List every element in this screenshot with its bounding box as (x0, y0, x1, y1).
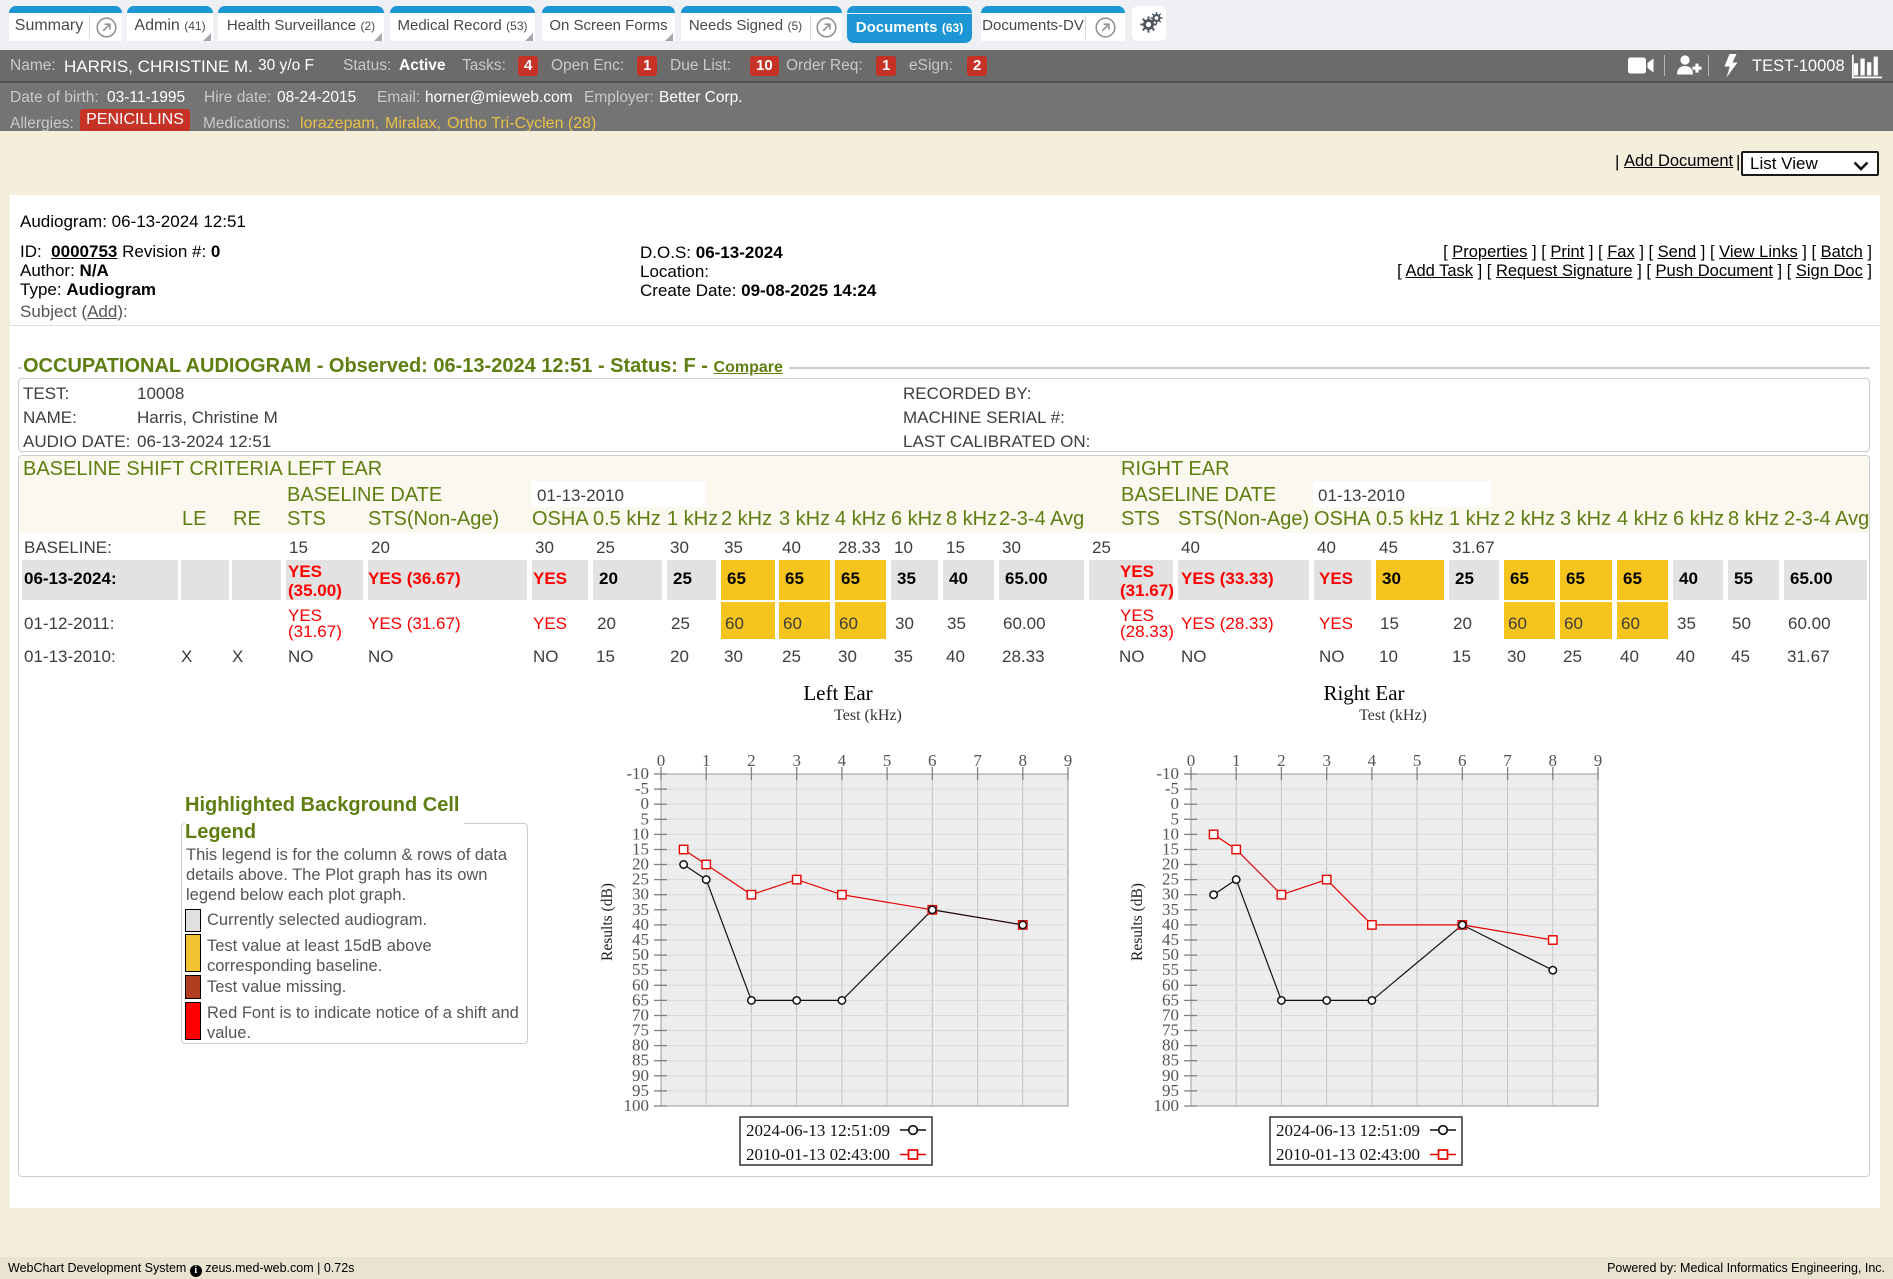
svg-text:55: 55 (632, 960, 649, 979)
svg-text:35: 35 (1162, 900, 1179, 919)
svg-text:85: 85 (632, 1051, 649, 1070)
svg-text:2: 2 (747, 751, 756, 770)
svg-text:40: 40 (632, 915, 649, 934)
svg-text:7: 7 (973, 751, 982, 770)
svg-text:10: 10 (1162, 824, 1179, 843)
svg-text:70: 70 (632, 1006, 649, 1025)
svg-text:4: 4 (838, 751, 847, 770)
svg-text:25: 25 (1162, 870, 1179, 889)
svg-text:65: 65 (632, 990, 649, 1009)
svg-text:6: 6 (1458, 751, 1467, 770)
svg-text:1: 1 (1232, 751, 1241, 770)
svg-text:60: 60 (632, 975, 649, 994)
svg-text:20: 20 (1162, 855, 1179, 874)
svg-text:50: 50 (632, 945, 649, 964)
svg-text:-10: -10 (1156, 764, 1179, 783)
svg-text:5: 5 (1413, 751, 1422, 770)
svg-text:80: 80 (632, 1036, 649, 1055)
svg-text:2: 2 (1277, 751, 1286, 770)
svg-text:2024-06-13 12:51:09: 2024-06-13 12:51:09 (746, 1121, 890, 1140)
svg-text:0: 0 (1187, 751, 1196, 770)
svg-text:Results (dB): Results (dB) (1129, 883, 1146, 961)
svg-text:30: 30 (1162, 885, 1179, 904)
svg-text:50: 50 (1162, 945, 1179, 964)
svg-text:-5: -5 (1165, 779, 1179, 798)
svg-text:3: 3 (1322, 751, 1331, 770)
svg-text:9: 9 (1594, 751, 1603, 770)
svg-text:90: 90 (1162, 1066, 1179, 1085)
svg-text:0: 0 (657, 751, 666, 770)
svg-text:-5: -5 (635, 779, 649, 798)
svg-text:25: 25 (632, 870, 649, 889)
svg-text:15: 15 (1162, 840, 1179, 859)
svg-text:8: 8 (1019, 751, 1028, 770)
svg-text:55: 55 (1162, 960, 1179, 979)
svg-text:-10: -10 (626, 764, 649, 783)
svg-text:65: 65 (1162, 990, 1179, 1009)
svg-text:1: 1 (702, 751, 711, 770)
svg-text:6: 6 (928, 751, 937, 770)
svg-text:2010-01-13 02:43:00: 2010-01-13 02:43:00 (1276, 1145, 1420, 1164)
svg-text:5: 5 (641, 809, 650, 828)
svg-text:0: 0 (641, 794, 650, 813)
svg-text:90: 90 (632, 1066, 649, 1085)
svg-text:Results (dB): Results (dB) (599, 883, 616, 961)
svg-text:95: 95 (632, 1081, 649, 1100)
svg-text:85: 85 (1162, 1051, 1179, 1070)
svg-text:45: 45 (1162, 930, 1179, 949)
svg-text:60: 60 (1162, 975, 1179, 994)
svg-text:0: 0 (1171, 794, 1180, 813)
svg-text:75: 75 (1162, 1021, 1179, 1040)
svg-text:5: 5 (883, 751, 892, 770)
svg-text:4: 4 (1368, 751, 1377, 770)
svg-text:100: 100 (1154, 1096, 1180, 1115)
svg-text:95: 95 (1162, 1081, 1179, 1100)
svg-text:40: 40 (1162, 915, 1179, 934)
svg-text:9: 9 (1064, 751, 1073, 770)
svg-text:100: 100 (624, 1096, 650, 1115)
svg-text:35: 35 (632, 900, 649, 919)
svg-text:2010-01-13 02:43:00: 2010-01-13 02:43:00 (746, 1145, 890, 1164)
svg-text:10: 10 (632, 824, 649, 843)
svg-text:80: 80 (1162, 1036, 1179, 1055)
svg-text:30: 30 (632, 885, 649, 904)
svg-text:15: 15 (632, 840, 649, 859)
svg-text:20: 20 (632, 855, 649, 874)
svg-text:3: 3 (792, 751, 801, 770)
svg-text:45: 45 (632, 930, 649, 949)
svg-text:7: 7 (1503, 751, 1512, 770)
svg-text:2024-06-13 12:51:09: 2024-06-13 12:51:09 (1276, 1121, 1420, 1140)
svg-text:75: 75 (632, 1021, 649, 1040)
svg-text:70: 70 (1162, 1006, 1179, 1025)
svg-text:8: 8 (1549, 751, 1558, 770)
svg-text:5: 5 (1171, 809, 1180, 828)
